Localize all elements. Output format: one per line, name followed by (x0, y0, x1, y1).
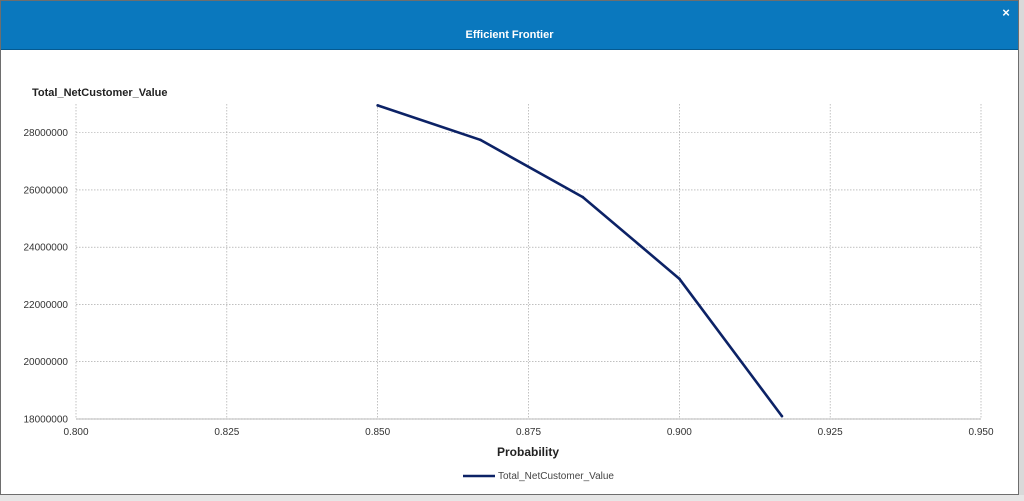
x-tick-label: 0.875 (516, 427, 541, 438)
data-point (478, 138, 482, 142)
chart-grid (75, 104, 982, 420)
series-line (376, 104, 784, 418)
data-point (376, 104, 379, 107)
x-tick-label: 0.800 (63, 427, 88, 438)
x-tick-label: 0.850 (365, 427, 390, 438)
x-tick-label: 0.900 (667, 427, 692, 438)
dialog-titlebar: Efficient Frontier × (1, 1, 1018, 50)
x-axis-label: Probability (497, 445, 559, 459)
legend[interactable]: Total_NetCustomer_Value (463, 471, 614, 482)
x-tick-label: 0.950 (968, 427, 993, 438)
chart-series (376, 104, 784, 418)
x-axis-ticks: 0.800 0.825 0.850 0.875 0.900 0.925 0.950 (63, 427, 993, 438)
data-point (581, 195, 585, 199)
y-axis-label: Total_NetCustomer_Value (32, 87, 168, 99)
line-chart: Total_NetCustomer_Value 18000000 20000000… (24, 87, 994, 482)
y-tick-label: 20000000 (24, 357, 69, 368)
data-point (678, 277, 681, 280)
y-axis-ticks: 18000000 20000000 22000000 24000000 26000000… (24, 128, 69, 425)
y-tick-label: 18000000 (24, 415, 69, 426)
y-tick-label: 22000000 (24, 300, 69, 311)
x-tick-label: 0.825 (214, 427, 239, 438)
y-tick-label: 28000000 (24, 128, 69, 139)
data-point (780, 414, 784, 418)
close-icon[interactable]: × (1002, 5, 1010, 20)
x-tick-label: 0.925 (818, 427, 843, 438)
legend-entry-label: Total_NetCustomer_Value (498, 471, 614, 482)
y-tick-label: 26000000 (24, 185, 69, 196)
background-strip (0, 495, 1024, 501)
y-tick-label: 24000000 (24, 243, 69, 254)
dialog-title: Efficient Frontier (465, 29, 554, 41)
